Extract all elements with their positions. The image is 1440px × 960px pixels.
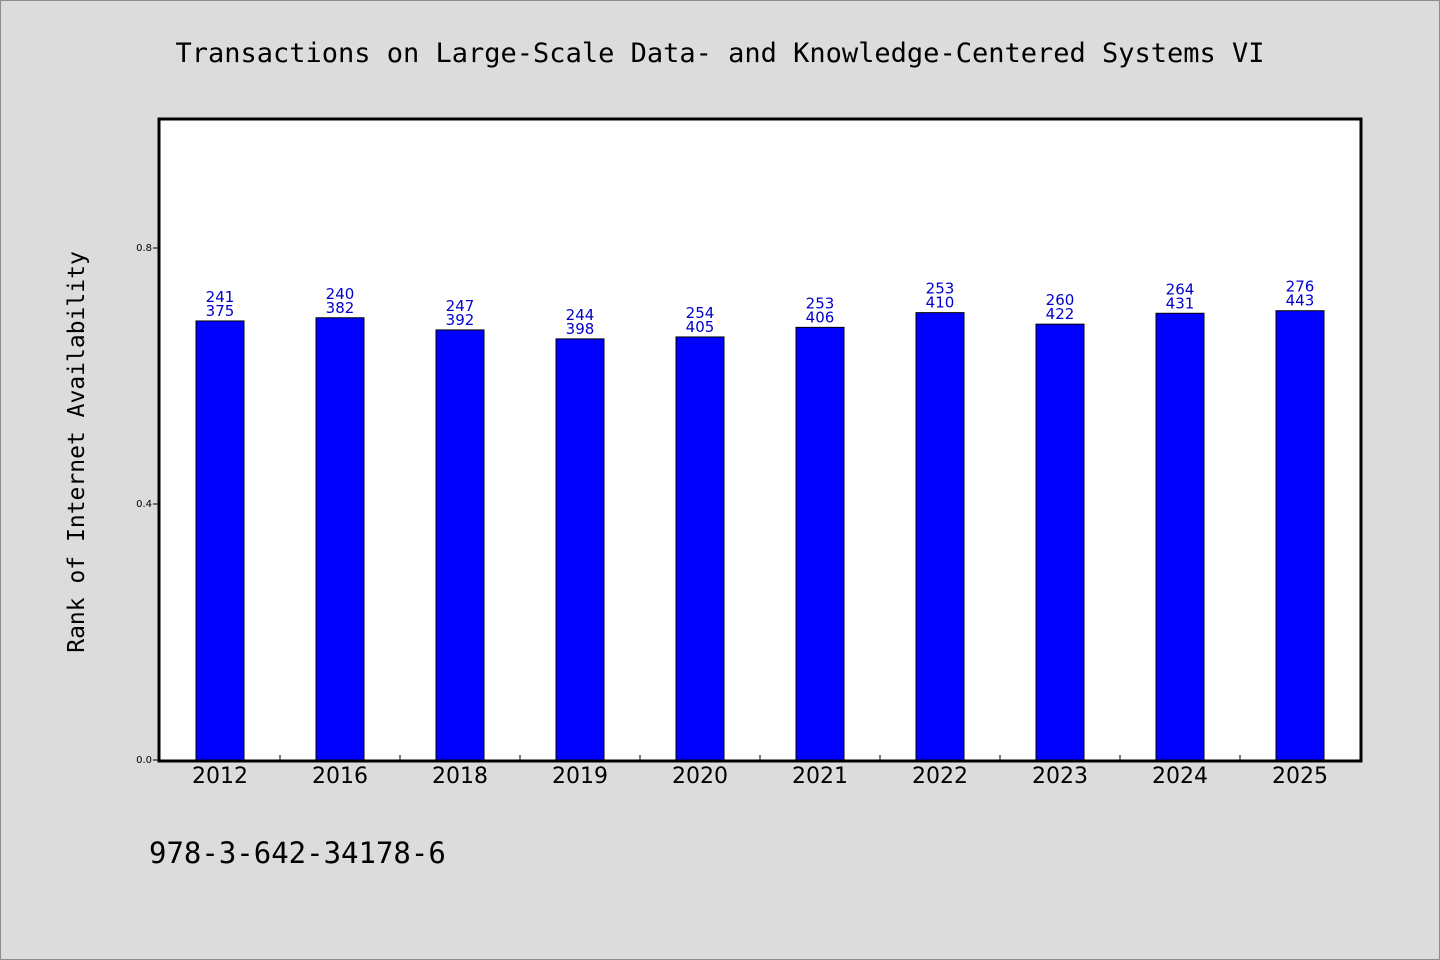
bar [1155,312,1205,761]
x-tick-label: 2020 [672,764,728,789]
bar [555,338,605,761]
bar-label-bottom: 375 [206,302,235,320]
x-tick-label: 2022 [912,764,968,789]
y-tick-label: 0.4 [136,499,152,510]
bar [795,326,845,761]
bar-label-top: 264 [1166,280,1195,298]
x-tick-label: 2021 [792,764,848,789]
bar [675,336,725,761]
bar [435,329,485,761]
bar-label-bottom: 392 [446,311,475,329]
bar-label-top: 276 [1286,278,1315,296]
y-tick-label: 0.0 [136,755,152,766]
bar-label-bottom: 422 [1046,305,1075,323]
x-axis: 2012 2016 2018 2019 2020 2021 2022 2023 2024 2025 [192,755,1328,789]
bar-label-top: 260 [1046,291,1075,309]
x-tick-label: 2018 [432,764,488,789]
x-tick-label: 2023 [1032,764,1088,789]
y-axis: 0.0 0.4 0.8 [136,243,160,766]
bar-label-top: 253 [806,294,835,312]
x-tick-label: 2019 [552,764,608,789]
bar [915,312,965,761]
x-tick-label: 2025 [1272,764,1328,789]
y-tick-label: 0.8 [136,243,152,254]
bars [195,310,1325,761]
bar-label-top: 240 [326,285,355,303]
bar-label-top: 247 [446,297,475,315]
bar-label-top: 244 [566,306,595,324]
bar-label-bottom: 406 [806,308,835,326]
bar-label-bottom: 382 [326,299,355,317]
chart-title: Transactions on Large-Scale Data- and Kn… [175,38,1264,69]
bar [1035,323,1085,761]
isbn-text: 978-3-642-34178-6 [149,836,446,870]
bar-label-bottom: 410 [926,294,955,312]
plot-border [157,117,1363,763]
x-tick-label: 2016 [312,764,368,789]
bar-label-top: 241 [206,288,235,306]
bar-label-bottom: 398 [566,320,595,338]
bar-label-bottom: 405 [686,318,715,336]
bar [195,320,245,761]
x-tick-label: 2024 [1152,764,1208,789]
y-axis-label: Rank of Internet Availability [64,251,90,653]
bar-label-top: 253 [926,280,955,298]
bar-label-top: 254 [686,304,715,322]
bar [1275,310,1325,761]
bar [315,317,365,761]
bar-label-bottom: 443 [1286,292,1315,310]
x-tick-label: 2012 [192,764,248,789]
bar-label-bottom: 431 [1166,294,1195,312]
